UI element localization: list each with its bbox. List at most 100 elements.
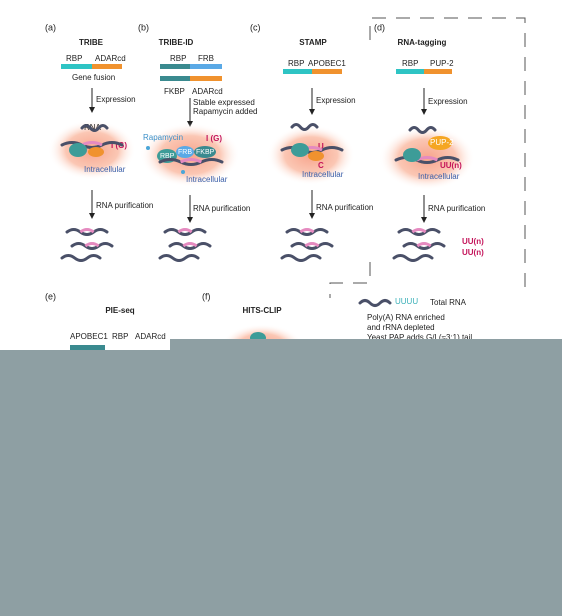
rna-strand bbox=[65, 228, 109, 236]
rbp-bar bbox=[396, 69, 424, 74]
text: RNA bbox=[84, 123, 102, 132]
panel-title: PIE-seq bbox=[105, 306, 134, 315]
rna-strand bbox=[60, 141, 124, 149]
text: Poly(A) RNA enriched bbox=[367, 313, 445, 322]
text: RBP bbox=[402, 59, 418, 68]
panel-title: TRIBE-ID bbox=[159, 38, 194, 47]
enzyme-bar bbox=[92, 64, 122, 69]
text: UU(n) bbox=[440, 161, 462, 170]
frb-bar bbox=[190, 64, 222, 69]
text: FRB bbox=[198, 54, 214, 63]
rna-strand bbox=[290, 123, 319, 131]
protein bbox=[69, 143, 87, 157]
rna-segment bbox=[416, 242, 432, 248]
rna-segment bbox=[182, 242, 198, 248]
dashed-border bbox=[329, 17, 526, 298]
rna-segment bbox=[84, 242, 100, 248]
rna-strand bbox=[158, 254, 200, 262]
rna-strand bbox=[70, 242, 114, 250]
panel-label: (a) bbox=[45, 22, 56, 32]
text: RBP bbox=[160, 153, 175, 160]
text: Intracellular bbox=[84, 165, 126, 174]
text: APOBEC1 bbox=[70, 332, 108, 341]
enzyme-bar bbox=[190, 76, 222, 81]
text: ADARcd bbox=[135, 332, 166, 341]
text: ADARcd bbox=[95, 54, 126, 63]
text: Expression bbox=[316, 96, 356, 105]
text: ADARcd bbox=[192, 87, 223, 96]
protein bbox=[291, 143, 309, 157]
text: Intracellular bbox=[418, 172, 460, 181]
panel-title: TRIBE bbox=[79, 38, 104, 47]
panel-label: (d) bbox=[374, 22, 385, 32]
rna-strand bbox=[60, 254, 102, 262]
text: RNA purification bbox=[428, 204, 485, 213]
dot bbox=[181, 170, 185, 174]
enzyme-bar bbox=[424, 69, 452, 74]
text: RBP bbox=[112, 332, 128, 341]
panel-title: STAMP bbox=[299, 38, 327, 47]
text: UUUU bbox=[395, 297, 418, 306]
text: RBP bbox=[66, 54, 82, 63]
text: RNA purification bbox=[193, 204, 250, 213]
rna-segment bbox=[81, 141, 103, 147]
text: Rapamycin added bbox=[193, 107, 257, 116]
dot bbox=[146, 146, 150, 150]
panel-title: HITS-CLIP bbox=[242, 306, 282, 315]
rna-segment bbox=[79, 228, 95, 234]
rna-strand bbox=[168, 242, 212, 250]
rbp-bar bbox=[160, 64, 190, 69]
text: Expression bbox=[96, 95, 136, 104]
text: Intracellular bbox=[302, 170, 344, 179]
text: I (G) bbox=[111, 141, 127, 150]
rna-segment bbox=[299, 228, 315, 234]
text: UU(n) bbox=[462, 248, 484, 257]
enzyme-bar bbox=[312, 69, 342, 74]
rna-segment bbox=[177, 228, 193, 234]
text: RBP bbox=[288, 59, 304, 68]
text: PUP-2 bbox=[430, 59, 454, 68]
rna-segment bbox=[411, 228, 427, 234]
text: FKBP bbox=[196, 149, 215, 156]
panel-label: (e) bbox=[45, 291, 56, 301]
text: I (G) bbox=[206, 134, 222, 143]
text: UU(n) bbox=[462, 237, 484, 246]
text: Intracellular bbox=[186, 175, 228, 184]
fkbp-bar bbox=[160, 76, 190, 81]
rna-strand bbox=[280, 254, 322, 262]
overlay bbox=[0, 339, 562, 616]
text: RNA purification bbox=[316, 203, 373, 212]
text: U bbox=[318, 142, 324, 151]
text: Stable expressed bbox=[193, 98, 255, 107]
enzyme bbox=[308, 151, 324, 161]
rna-strand bbox=[402, 242, 446, 250]
panel-label: (c) bbox=[250, 22, 261, 32]
text: C bbox=[318, 161, 324, 170]
panel-label: (f) bbox=[202, 291, 211, 301]
rna-strand bbox=[80, 124, 109, 132]
rna-strand bbox=[163, 228, 207, 236]
enzyme bbox=[88, 147, 104, 157]
rna-strand bbox=[408, 126, 437, 134]
rna-strand bbox=[290, 242, 334, 250]
protein bbox=[194, 146, 216, 158]
text: RBP bbox=[170, 54, 186, 63]
text: PUP-2 bbox=[430, 138, 454, 147]
text: FKBP bbox=[164, 87, 185, 96]
text: Yeast PAP adds G/I (≈3:1) tail bbox=[367, 333, 472, 342]
panel-title: RNA-tagging bbox=[398, 38, 447, 47]
rna-strand bbox=[285, 228, 329, 236]
text: Total RNA bbox=[430, 298, 467, 307]
rbp-bar bbox=[283, 69, 312, 74]
text: Gene fusion bbox=[72, 73, 115, 82]
panel-label: (b) bbox=[138, 22, 149, 32]
rna-segment bbox=[304, 242, 320, 248]
rna-strand bbox=[397, 228, 441, 236]
bar bbox=[70, 345, 105, 350]
text: RNA purification bbox=[96, 201, 153, 210]
text: APOBEC1 bbox=[308, 59, 346, 68]
rna-segment bbox=[180, 158, 202, 164]
rna bbox=[358, 299, 392, 307]
text: FRB bbox=[178, 149, 192, 156]
